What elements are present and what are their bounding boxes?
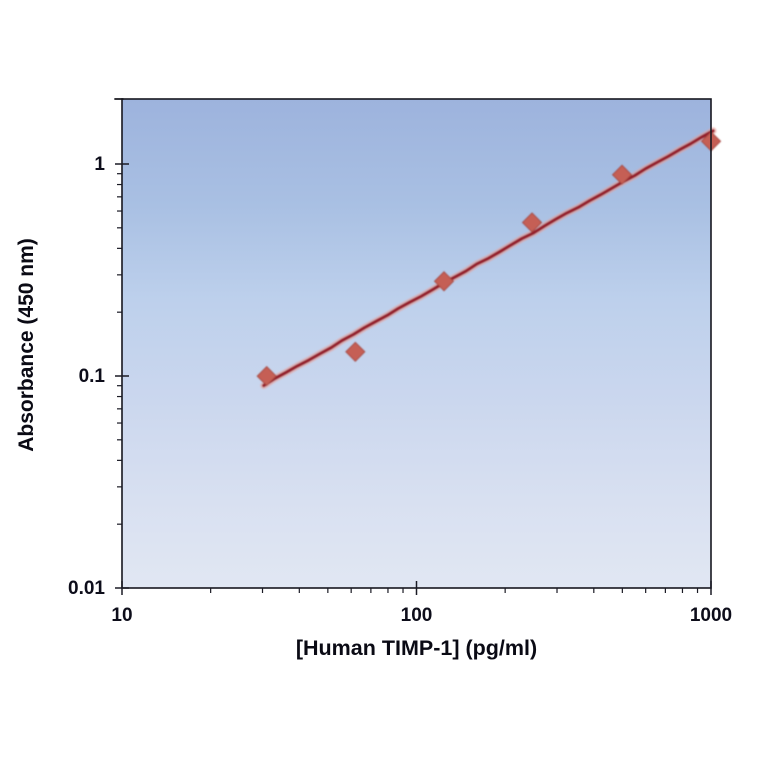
svg-text:Absorbance (450 nm): Absorbance (450 nm)	[15, 238, 38, 452]
svg-text:1: 1	[94, 154, 105, 175]
svg-text:10: 10	[111, 605, 132, 626]
svg-text:100: 100	[401, 605, 433, 626]
svg-text:1000: 1000	[690, 605, 732, 626]
svg-text:0.01: 0.01	[68, 578, 105, 599]
svg-text:[Human TIMP-1] (pg/ml): [Human TIMP-1] (pg/ml)	[296, 636, 537, 660]
svg-text:0.1: 0.1	[79, 366, 106, 387]
